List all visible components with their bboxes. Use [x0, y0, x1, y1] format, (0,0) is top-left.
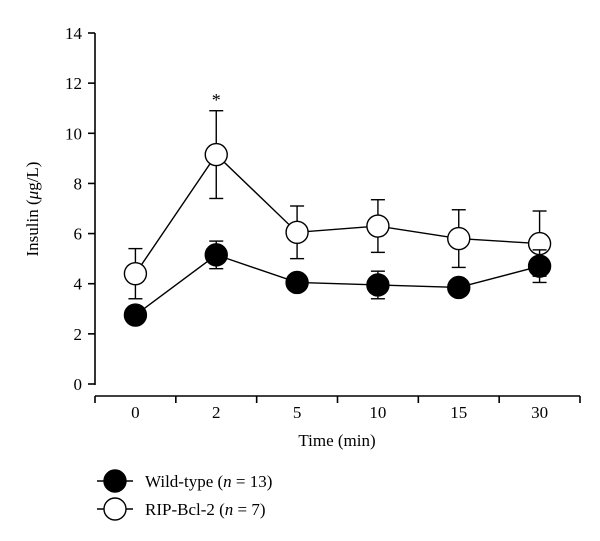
data-point	[123, 303, 148, 327]
data-point	[123, 261, 148, 286]
y-axis-title-suffix: g/L)	[23, 162, 42, 191]
x-tick-label: 0	[131, 403, 140, 422]
y-tick-label: 0	[74, 375, 83, 394]
series-rip-bcl-2	[123, 110, 552, 300]
legend-label-rip-bcl-2-rest: = 7)	[233, 500, 265, 519]
x-tick-label: 10	[369, 403, 386, 422]
series-line	[134, 153, 540, 275]
legend-label-wild-type: Wild-type (n = 13)	[145, 472, 272, 491]
y-tick-label: 4	[74, 275, 83, 294]
data-point	[447, 226, 471, 251]
data-point	[204, 243, 228, 267]
legend-marker-wild-type	[103, 469, 127, 493]
x-axis-title: Time (min)	[298, 431, 375, 450]
annotation-layer: *	[212, 90, 221, 110]
y-axis-title-mu: μ	[23, 191, 42, 201]
y-axis-title-prefix: Insulin (	[23, 199, 42, 256]
y-ticks: 0 2 4 6 8 10 12 14	[65, 24, 95, 394]
y-tick-label: 12	[65, 74, 82, 93]
x-tick-label: 2	[212, 403, 221, 422]
legend-label-wild-type-main: Wild-type (	[145, 472, 223, 491]
legend-item-wild-type: Wild-type (n = 13)	[97, 469, 272, 493]
data-point	[204, 142, 228, 167]
y-tick-label: 6	[74, 225, 83, 244]
series-layer	[123, 110, 552, 327]
data-point	[285, 220, 309, 245]
legend: Wild-type (n = 13) RIP-Bcl-2 (n = 7)	[97, 469, 272, 521]
data-point	[527, 254, 552, 278]
y-tick-label: 8	[74, 174, 83, 193]
legend-label-rip-bcl-2-main: RIP-Bcl-2 (	[145, 500, 225, 519]
x-tick-label: 30	[531, 403, 548, 422]
series-wild-type	[123, 240, 552, 327]
data-point	[366, 214, 390, 238]
x-ticks: 0 2 5 10 15 30	[94, 396, 581, 422]
legend-label-rip-bcl-2-n: n	[225, 500, 234, 519]
legend-marker-rip-bcl-2	[103, 497, 127, 521]
legend-label-wild-type-rest: = 13)	[232, 472, 273, 491]
data-point	[447, 275, 471, 300]
legend-item-rip-bcl-2: RIP-Bcl-2 (n = 7)	[97, 497, 266, 521]
significance-asterisk: *	[212, 90, 221, 110]
y-tick-label: 2	[74, 325, 83, 344]
y-tick-label: 10	[65, 124, 82, 143]
plot-area: 0 2 4 6 8 10 12 14 0 2 5 10 15 30 *	[65, 24, 581, 422]
y-axis-title: Insulin (μg/L)	[23, 162, 42, 257]
data-point	[285, 270, 309, 295]
legend-label-wild-type-n: n	[223, 472, 232, 491]
data-point	[366, 273, 390, 297]
series-line	[134, 254, 540, 316]
legend-label-rip-bcl-2: RIP-Bcl-2 (n = 7)	[145, 500, 266, 519]
x-tick-label: 15	[450, 403, 467, 422]
x-tick-label: 5	[293, 403, 302, 422]
y-tick-label: 14	[65, 24, 83, 43]
